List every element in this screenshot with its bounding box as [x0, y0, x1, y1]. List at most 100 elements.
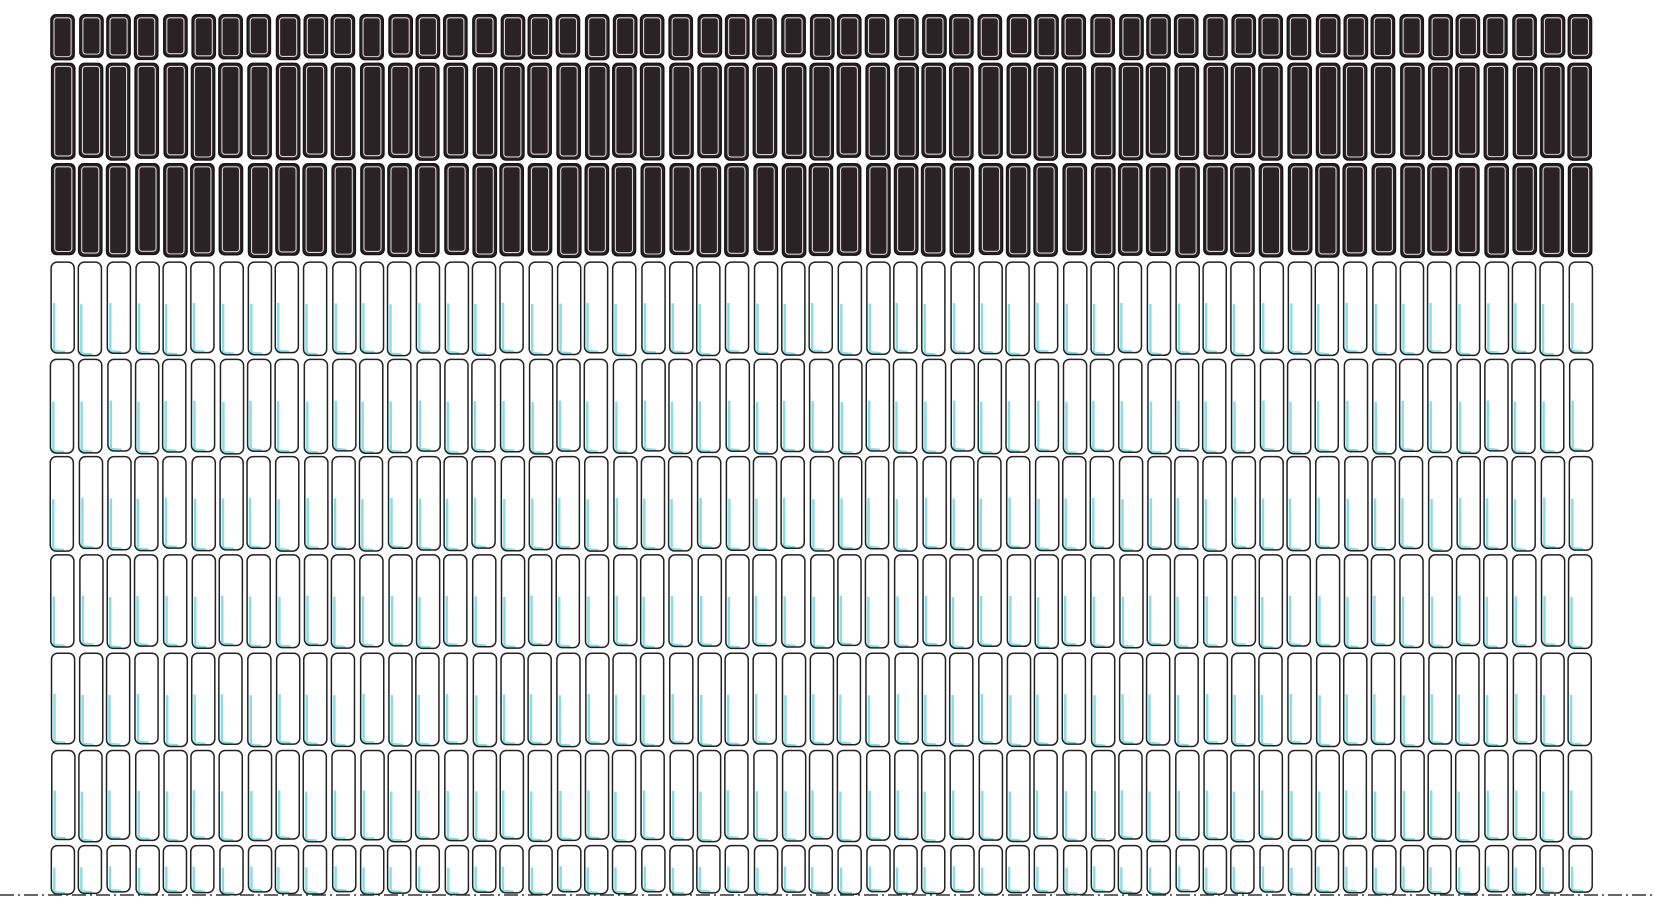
outline-cell [471, 844, 497, 894]
dark-cell-inner [193, 166, 212, 254]
dark-cell [163, 62, 189, 159]
cyan-shade [895, 867, 909, 895]
outline-cell [302, 261, 328, 357]
outline-cell [303, 554, 329, 647]
dark-cell-inner [1177, 17, 1196, 55]
cyan-shade [192, 790, 205, 840]
outline-cell [191, 554, 217, 649]
cyan-shade [53, 867, 66, 895]
cyan-shade [1092, 596, 1105, 648]
dark-cell-inner [1430, 166, 1449, 253]
outline-cell [1342, 749, 1368, 840]
outline-cell [1426, 844, 1452, 895]
dark-cell-inner [1261, 17, 1280, 56]
outline-cell [106, 261, 132, 354]
outline-cell [753, 358, 779, 455]
cyan-shade [811, 401, 824, 453]
cyan-shade [867, 498, 880, 549]
cyan-shade [1569, 694, 1583, 746]
dark-cell-inner [475, 65, 495, 156]
outline-cell [1398, 455, 1424, 550]
dark-cell [275, 13, 301, 61]
outline-cell [162, 554, 188, 648]
outline-cell [865, 652, 890, 748]
cyan-shade [1345, 302, 1358, 353]
outline-cell [1370, 652, 1396, 746]
cyan-shade [333, 695, 346, 747]
cyan-shade [306, 401, 319, 454]
outline-cell [134, 455, 159, 552]
outline-cell [1539, 261, 1564, 357]
cyan-shade [1515, 693, 1528, 744]
cyan-shade [53, 790, 66, 840]
cyan-shade [137, 401, 150, 454]
cyan-shade [108, 866, 122, 893]
cyan-shade [726, 694, 740, 746]
outline-cell [1455, 554, 1481, 647]
outline-cell [752, 455, 778, 551]
outline-cell [950, 844, 975, 893]
outline-cell [640, 749, 665, 841]
outline-cell [838, 358, 863, 455]
outline-cell [781, 652, 807, 748]
dark-cell [414, 62, 440, 161]
cyan-shade [1458, 401, 1472, 454]
cyan-shade [334, 303, 347, 354]
outline-cell [387, 749, 413, 843]
dark-cell-inner [1431, 17, 1450, 58]
outline-cell [1428, 652, 1453, 745]
outline-cell [1118, 652, 1144, 745]
outline-cell [360, 749, 385, 841]
dark-cell-inner [897, 65, 916, 157]
dark-cell-inner [390, 166, 409, 254]
dark-cell-inner [840, 166, 859, 253]
outline-cell [1202, 844, 1228, 895]
dark-cell [584, 13, 610, 61]
outline-cell [893, 261, 918, 354]
dark-cell [836, 163, 862, 256]
outline-cell [1484, 261, 1510, 355]
cyan-shade [250, 866, 263, 893]
cyan-shade [361, 401, 374, 454]
cyan-shade [80, 867, 93, 894]
cyan-shade [1065, 303, 1078, 355]
cyan-shade [756, 867, 769, 895]
outline-cell [724, 844, 750, 894]
dark-cell-inner [1402, 17, 1421, 55]
cyan-shade [867, 695, 880, 747]
cyan-shade [529, 694, 543, 745]
outline-cell [696, 358, 721, 454]
outline-cell [950, 358, 976, 452]
dark-cell [1203, 13, 1228, 61]
dark-cell-inner [1515, 166, 1534, 252]
cyan-shade [1542, 695, 1555, 747]
cyan-shade [1121, 499, 1134, 552]
outline-cell [809, 455, 835, 552]
cyan-shade [277, 867, 290, 894]
cyan-shade [980, 693, 993, 744]
dark-cell-inner [221, 17, 240, 57]
dark-cell-inner [1064, 17, 1083, 57]
outline-cell [667, 455, 693, 552]
cyan-shade [558, 695, 571, 747]
cyan-shade [194, 596, 207, 649]
dark-cell [669, 163, 695, 256]
cyan-shade [137, 303, 151, 354]
cyan-shade [1036, 302, 1049, 353]
outline-cell [584, 455, 609, 552]
cyan-shade [698, 401, 711, 453]
cyan-shade [1346, 400, 1359, 452]
dark-cell-inner [588, 65, 607, 157]
dark-cell [836, 62, 862, 158]
dark-cell-inner [700, 65, 719, 156]
outline-cell [1455, 652, 1480, 746]
outline-cell [1371, 455, 1396, 551]
cyan-shade [923, 304, 936, 356]
outline-cell [1202, 554, 1228, 648]
outline-cell [920, 749, 946, 843]
outline-cell [583, 261, 609, 354]
outline-cell [1230, 844, 1255, 895]
outline-cell [978, 749, 1004, 841]
dark-cell-inner [1345, 166, 1364, 254]
